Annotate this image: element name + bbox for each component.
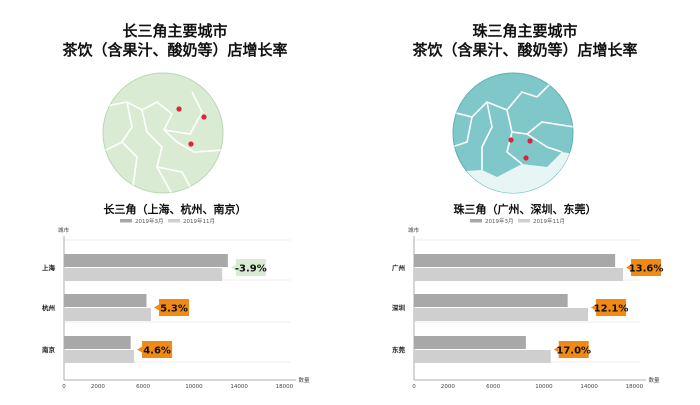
bar — [64, 254, 228, 267]
x-tick-label: 10000 — [535, 384, 553, 390]
data-label: 4.6% — [143, 346, 171, 357]
data-label-pointer — [626, 264, 632, 271]
data-label-box — [235, 259, 266, 276]
x-tick-label: 14000 — [580, 384, 598, 390]
data-label-pointer — [553, 346, 559, 353]
city-dot — [201, 114, 207, 120]
legend-label: 2019年11月 — [183, 217, 215, 225]
data-label-box — [159, 299, 190, 316]
y-axis-label: 城市 — [58, 226, 70, 234]
x-tick-label: 2000 — [91, 384, 105, 390]
x-tick-label: 6000 — [486, 384, 500, 390]
x-tick-label: 18000 — [626, 384, 644, 390]
map-borders — [103, 91, 223, 193]
bar — [414, 254, 616, 267]
x-tick-label: 2000 — [441, 384, 455, 390]
bar — [64, 336, 131, 349]
panel-yangtze: 长三角主要城市 茶饮（含果汁、酸奶等）店增长率 长三角（上海、杭州、南京） 城市… — [0, 22, 350, 390]
bar-chart-pearl: 城市 2019年3月 2019年11月 0 2000 6000 10000 14000 1800… — [392, 217, 664, 390]
region-map-pearl — [452, 72, 574, 194]
region-map-yangtze — [102, 72, 224, 194]
data-label-box — [558, 341, 589, 358]
category-label: 深圳 — [392, 303, 406, 312]
title-line-1: 长三角主要城市 — [122, 22, 228, 40]
y-axis-label: 城市 — [408, 226, 420, 234]
bar — [64, 350, 135, 363]
category-label: 广州 — [392, 263, 405, 272]
city-dot — [508, 137, 514, 143]
x-tick-label: 6000 — [136, 384, 150, 390]
legend-swatch — [168, 219, 180, 223]
x-tick-label: 14000 — [230, 384, 248, 390]
data-label: 12.1% — [594, 304, 629, 315]
title-line-1: 珠三角主要城市 — [472, 22, 578, 40]
category-label: 杭州 — [42, 303, 55, 312]
panel-pearl: 珠三角主要城市 茶饮（含果汁、酸奶等）店增长率 珠三角（广州、深圳、东莞） — [350, 0, 700, 405]
data-label-box — [142, 341, 173, 358]
city-dot — [188, 141, 194, 147]
data-label-box — [631, 259, 662, 276]
category-label: 南京 — [42, 345, 56, 354]
category-label: 上海 — [42, 263, 56, 272]
x-axis-label: 数量 — [648, 376, 660, 384]
bar — [64, 308, 152, 321]
legend-label: 2019年11月 — [533, 217, 565, 225]
x-tick-label: 18000 — [276, 384, 294, 390]
bar — [64, 294, 147, 307]
category-label: 东莞 — [392, 345, 406, 354]
x-tick-label: 10000 — [185, 384, 203, 390]
region-label: 珠三角（广州、深圳、东莞） — [453, 203, 597, 216]
x-tick-label: 0 — [62, 384, 66, 390]
bar — [414, 350, 551, 363]
data-label-box — [596, 299, 627, 316]
region-label: 长三角（上海、杭州、南京） — [103, 203, 247, 216]
data-label: 17.0% — [556, 346, 591, 357]
bar — [414, 268, 624, 281]
x-tick-label: 0 — [412, 384, 416, 390]
title-line-2: 茶饮（含果汁、酸奶等）店增长率 — [62, 41, 288, 59]
data-label-pointer — [154, 304, 160, 311]
bar-chart-yangtze: 城市 2019年3月 2019年11月 0 2000 6000 10000 14000 1800… — [42, 217, 310, 390]
map-sea — [453, 152, 573, 193]
x-axis-label: 数量 — [298, 376, 310, 384]
legend-label: 2019年3月 — [135, 217, 164, 225]
data-label: 5.3% — [160, 304, 188, 315]
data-label: 13.6% — [629, 264, 664, 275]
chart-title: 长三角主要城市 茶饮（含果汁、酸奶等）店增长率 — [0, 22, 350, 60]
data-label-pointer — [230, 264, 236, 271]
city-dot — [527, 138, 533, 144]
legend-swatch — [470, 219, 482, 223]
data-label-pointer — [137, 346, 143, 353]
legend-swatch — [518, 219, 530, 223]
bar — [414, 294, 568, 307]
bar — [64, 268, 223, 281]
city-dot — [523, 155, 529, 161]
bar — [414, 336, 526, 349]
data-label-pointer — [591, 304, 597, 311]
data-label: -3.9% — [235, 264, 267, 275]
legend-swatch — [120, 219, 132, 223]
bar — [414, 308, 589, 321]
title-line-2: 茶饮（含果汁、酸奶等）店增长率 — [412, 41, 638, 59]
city-dot — [176, 106, 182, 112]
legend-label: 2019年3月 — [485, 217, 514, 225]
map-disc — [102, 72, 224, 194]
chart-title: 珠三角主要城市 茶饮（含果汁、酸奶等）店增长率 — [350, 22, 700, 60]
